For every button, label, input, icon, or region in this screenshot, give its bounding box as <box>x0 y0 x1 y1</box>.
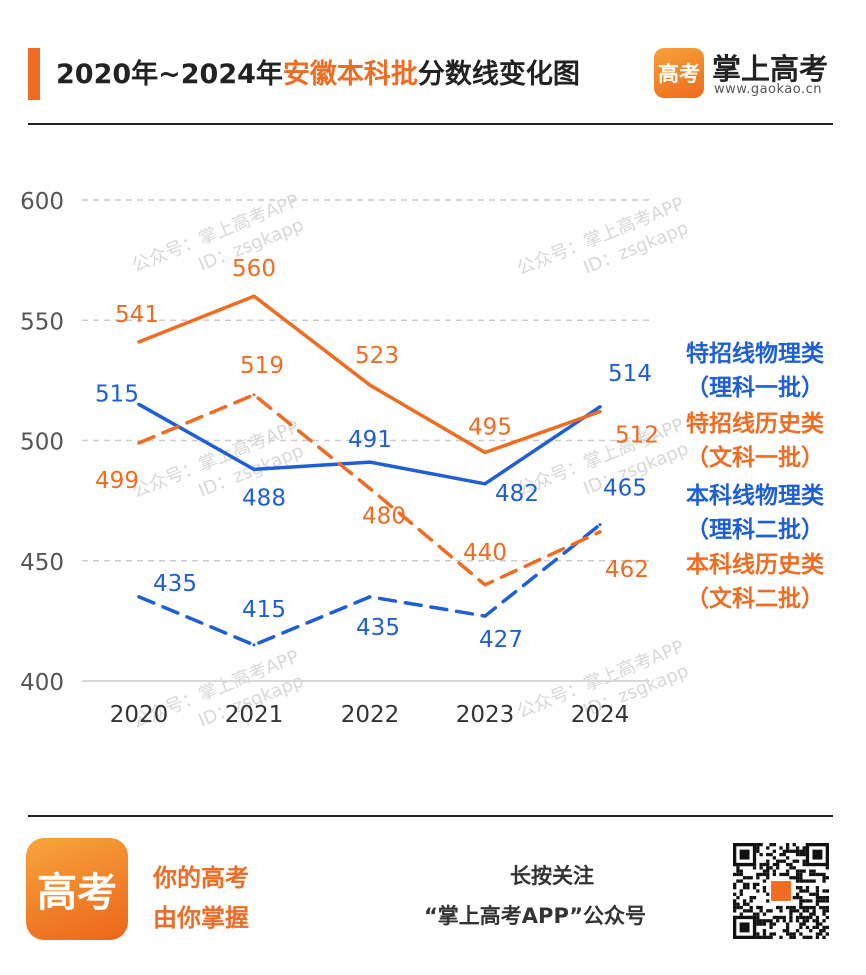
data-label: 495 <box>468 415 512 441</box>
header-divider <box>28 123 833 125</box>
data-point <box>598 530 602 534</box>
data-point <box>483 583 487 587</box>
legend-sublabel: （文科一批） <box>686 445 824 471</box>
data-label: 480 <box>362 504 406 530</box>
follow-account: “掌上高考APP”公众号 <box>424 904 647 928</box>
data-point <box>598 405 602 409</box>
x-tick-label: 2023 <box>456 702 515 728</box>
footer-logo-text: 高考 <box>37 869 117 916</box>
data-label: 523 <box>355 343 399 369</box>
legend-label: 特招线物理类 <box>686 341 824 367</box>
follow-prompt: 长按关注 <box>510 864 594 888</box>
legend-item-physics-special: 特招线物理类 （理科一批） <box>655 334 855 402</box>
legend-label: 特招线历史类 <box>686 411 824 437</box>
y-tick-label: 550 <box>20 309 64 335</box>
data-label: 488 <box>242 485 286 511</box>
page-title: 2020年~2024年安徽本科批分数线变化图 <box>56 52 580 91</box>
x-tick-label: 2022 <box>341 702 400 728</box>
data-label: 482 <box>495 481 539 507</box>
legend-label: 本科线物理类 <box>686 483 824 509</box>
qr-code-icon[interactable] <box>733 843 829 939</box>
brand-url: www.gaokao.cn <box>714 82 823 97</box>
data-label: 435 <box>356 615 400 641</box>
data-label: 541 <box>115 302 159 328</box>
data-point <box>252 467 256 471</box>
data-point <box>483 482 487 486</box>
data-label: 465 <box>603 476 647 502</box>
chart-data-labels: 515 488 491 482 514 541 560 523 495 512 435 415 435 4… <box>95 256 659 653</box>
legend-item-physics-undergrad: 本科线物理类 （理科二批） <box>655 476 855 544</box>
data-label: 560 <box>232 256 276 282</box>
slogan-line-2: 由你掌握 <box>153 904 249 932</box>
y-tick-label: 600 <box>20 189 64 215</box>
data-label: 499 <box>95 468 139 494</box>
gaokao-app-logo-icon: 高考 <box>26 838 128 940</box>
data-label: 462 <box>605 557 649 583</box>
slogan-line-1: 你的高考 <box>153 864 249 892</box>
legend-item-history-special: 特招线历史类 （文科一批） <box>655 404 855 472</box>
data-label: 519 <box>240 353 284 379</box>
data-point <box>368 595 372 599</box>
legend-item-history-undergrad: 本科线历史类 （文科二批） <box>655 545 855 613</box>
data-point <box>137 340 141 344</box>
data-point <box>368 487 372 491</box>
title-highlight: 安徽本科批 <box>282 59 418 90</box>
legend-sublabel: （文科二批） <box>686 586 824 612</box>
x-tick-label: 2024 <box>571 702 630 728</box>
brand-logo-text: 高考 <box>658 61 700 86</box>
data-point <box>483 614 487 618</box>
data-label: 440 <box>463 540 507 566</box>
legend-sublabel: （理科二批） <box>686 517 824 543</box>
data-label: 427 <box>479 627 523 653</box>
data-point <box>598 410 602 414</box>
data-label: 512 <box>615 423 659 449</box>
title-prefix: 2020年~2024年 <box>56 59 283 90</box>
title-suffix: 分数线变化图 <box>417 59 580 90</box>
data-point <box>368 460 372 464</box>
data-point <box>368 383 372 387</box>
brand-name: 掌上高考 <box>712 52 829 86</box>
chart-axes: 600 550 500 450 400 2020 2021 2022 2023 2024 <box>20 189 629 728</box>
data-label: 491 <box>348 427 392 453</box>
gaokao-logo-icon: 高考 <box>654 48 704 98</box>
data-point <box>137 402 141 406</box>
legend-sublabel: （理科一批） <box>686 375 824 401</box>
data-label: 514 <box>608 361 652 387</box>
y-tick-label: 450 <box>20 550 64 576</box>
data-point <box>598 523 602 527</box>
legend-label: 本科线历史类 <box>686 552 824 578</box>
data-point <box>137 441 141 445</box>
footer-divider <box>28 815 833 817</box>
title-accent-bar <box>28 48 40 100</box>
data-point <box>137 595 141 599</box>
data-point <box>252 294 256 298</box>
x-tick-label: 2021 <box>225 702 284 728</box>
data-point <box>483 451 487 455</box>
y-tick-label: 400 <box>20 670 64 696</box>
data-point <box>252 643 256 647</box>
x-tick-label: 2020 <box>110 702 169 728</box>
chart-series <box>137 294 602 647</box>
y-tick-label: 500 <box>20 430 64 456</box>
data-point <box>252 393 256 397</box>
data-label: 435 <box>153 571 197 597</box>
data-label: 415 <box>242 597 286 623</box>
data-label: 515 <box>95 381 139 407</box>
